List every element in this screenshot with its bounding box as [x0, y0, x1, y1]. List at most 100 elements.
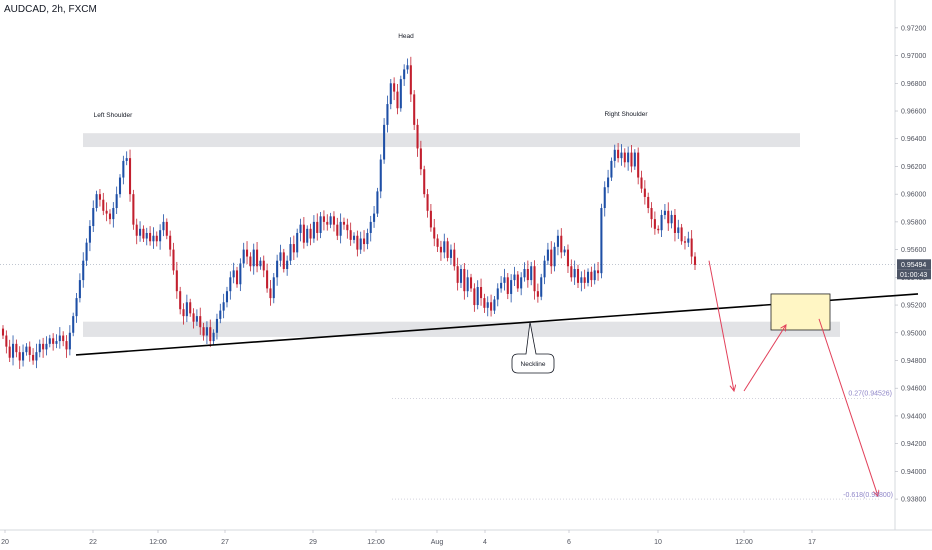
x-tick-label: 27 [221, 539, 229, 546]
candle-body [423, 169, 426, 195]
candle-body [463, 269, 466, 292]
candle-body [363, 238, 366, 245]
candle-body [122, 160, 125, 178]
candle-body [55, 341, 58, 344]
y-tick-label: 0.96600 [901, 109, 926, 116]
candle-body [673, 214, 676, 233]
candle-body [466, 277, 469, 292]
candle-body [383, 124, 386, 160]
candle-body [232, 270, 235, 278]
candle-body [536, 291, 539, 297]
candle-body [246, 249, 249, 257]
candle-body [693, 256, 697, 265]
candle-body [603, 187, 606, 209]
candle-body [600, 208, 603, 274]
candle-body [42, 343, 45, 350]
candle-body [259, 260, 262, 267]
candle-body [373, 213, 376, 222]
candle-body [225, 291, 229, 303]
candle-body [125, 158, 128, 161]
candle-body [376, 191, 379, 214]
candle-body [633, 152, 636, 167]
candle-body [617, 149, 620, 159]
candle-body [128, 158, 132, 195]
candle-body [670, 214, 673, 224]
candle-body [8, 346, 11, 358]
candle-body [550, 249, 553, 267]
candle-body [162, 221, 165, 231]
y-tick-label: 0.94000 [901, 469, 926, 476]
candle-body [82, 260, 85, 281]
candle-body [586, 271, 590, 283]
candle-body [687, 238, 690, 243]
candle-body [426, 194, 429, 211]
candle-body [1, 328, 5, 336]
price-badge-value: 0.95494 [901, 262, 926, 269]
candle-body [239, 263, 242, 285]
candle-body [296, 232, 299, 253]
candle-body [409, 65, 412, 95]
candle-body [219, 310, 222, 319]
candle-body [349, 230, 352, 240]
candle-body [25, 346, 28, 353]
y-tick-label: 0.95800 [901, 219, 926, 226]
candle-body [490, 302, 493, 311]
candle-body [95, 194, 98, 209]
candle-body [677, 227, 680, 233]
candle-body [72, 316, 75, 333]
candle-body [62, 335, 65, 342]
candle-body [342, 221, 346, 225]
candle-body [503, 277, 506, 283]
candle-body [369, 221, 372, 233]
candle-body [199, 316, 202, 328]
candle-body [690, 238, 693, 257]
candle-body [312, 221, 315, 239]
candle-body [202, 327, 205, 336]
candle-body [32, 354, 35, 361]
candle-body [115, 194, 118, 209]
candle-body [11, 343, 15, 358]
candle-body [667, 210, 670, 224]
candle-body [299, 224, 302, 233]
y-tick-label: 0.96200 [901, 164, 926, 171]
x-tick-label: 10 [654, 539, 662, 546]
candle-body [118, 177, 122, 195]
neckline-callout [511, 321, 555, 374]
candle-body [593, 270, 596, 281]
candle-body [623, 152, 626, 163]
candle-body [322, 216, 325, 222]
candle-body [476, 287, 479, 306]
candle-body [105, 210, 108, 214]
candle-body [393, 83, 396, 92]
y-tick-label: 0.95000 [901, 330, 926, 337]
candle-body [563, 249, 566, 253]
candle-body [319, 216, 322, 233]
candle-body [235, 270, 239, 285]
candle-body [286, 260, 289, 270]
candle-body [433, 227, 436, 239]
candle-body [419, 148, 422, 170]
candle-body [459, 269, 463, 283]
candle-body [108, 213, 112, 220]
candle-body [520, 277, 523, 289]
candle-body [403, 69, 406, 80]
candle-body [132, 194, 135, 225]
candle-body [212, 332, 215, 342]
candle-body [48, 338, 51, 344]
candle-body [647, 196, 650, 209]
candle-body [229, 277, 232, 292]
candle-body [98, 194, 101, 200]
candle-body [436, 238, 439, 247]
candle-body [175, 270, 178, 292]
candle-body [356, 235, 359, 250]
candle-body [359, 238, 362, 250]
candle-body [352, 235, 356, 240]
candle-body [449, 249, 452, 258]
neckline-zone [83, 321, 840, 337]
candle-body [279, 252, 282, 261]
candle-body [416, 124, 419, 149]
candle-body [453, 249, 456, 267]
candle-body [573, 269, 576, 278]
candle-body [399, 79, 402, 109]
